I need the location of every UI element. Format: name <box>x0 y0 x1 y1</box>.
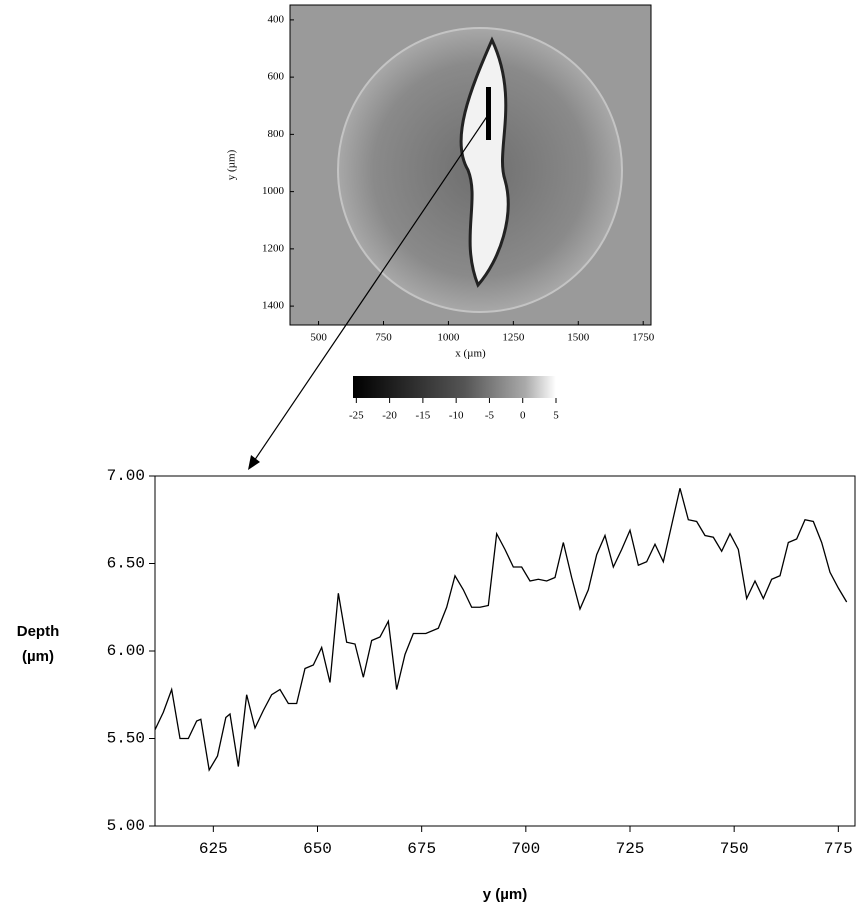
y-tick-label: 5.00 <box>107 817 145 835</box>
x-tick-label: 1500 <box>567 332 590 344</box>
colorbar-tick-label: -5 <box>485 410 495 422</box>
arrow-head <box>248 455 260 470</box>
y-axis-label: (µm) <box>22 648 54 665</box>
colorbar-tick-label: -15 <box>416 410 431 422</box>
arrow-line <box>251 114 489 465</box>
x-tick-label: 1000 <box>437 332 460 344</box>
plot-frame <box>154 475 856 827</box>
y-tick-label: 6.00 <box>107 642 145 660</box>
colorbar-tick-label: -20 <box>382 410 397 422</box>
y-tick-label: 5.50 <box>107 730 145 748</box>
colorbar-tick-label: 5 <box>553 410 559 422</box>
x-tick-label: 1750 <box>632 332 655 344</box>
x-tick-label: 700 <box>511 840 540 858</box>
x-tick-label: 750 <box>720 840 749 858</box>
colorbar-tick-label: -25 <box>349 410 364 422</box>
colorbar-tick-label: 0 <box>520 410 526 422</box>
y-tick-label: 1200 <box>262 242 285 254</box>
x-tick-label: 625 <box>199 840 228 858</box>
surface-image <box>290 5 651 325</box>
x-axis-label: y (µm) <box>483 886 527 903</box>
y-tick-label: 1400 <box>262 300 285 312</box>
y-tick-label: 400 <box>268 13 285 25</box>
x-tick-label: 725 <box>616 840 645 858</box>
y-tick-label: 800 <box>268 128 285 140</box>
y-tick-label: 6.50 <box>107 555 145 573</box>
x-tick-label: 500 <box>310 332 327 344</box>
x-tick-label: 750 <box>375 332 392 344</box>
profile-marker <box>486 87 491 140</box>
crack-region <box>459 36 510 288</box>
image-frame <box>289 4 652 326</box>
x-axis-label: x (µm) <box>455 348 486 360</box>
colorbar <box>353 376 556 398</box>
y-tick-label: 7.00 <box>107 467 145 485</box>
depth-line <box>154 488 848 772</box>
y-tick-label: 1000 <box>262 185 285 197</box>
y-tick-label: 600 <box>268 71 285 83</box>
x-tick-label: 775 <box>824 840 853 858</box>
y-axis-label: y (µm) <box>226 149 238 180</box>
colorbar-tick-label: -10 <box>449 410 464 422</box>
x-tick-label: 650 <box>303 840 332 858</box>
x-tick-label: 1250 <box>502 332 525 344</box>
x-tick-label: 675 <box>407 840 436 858</box>
y-axis-label: Depth <box>17 623 60 640</box>
